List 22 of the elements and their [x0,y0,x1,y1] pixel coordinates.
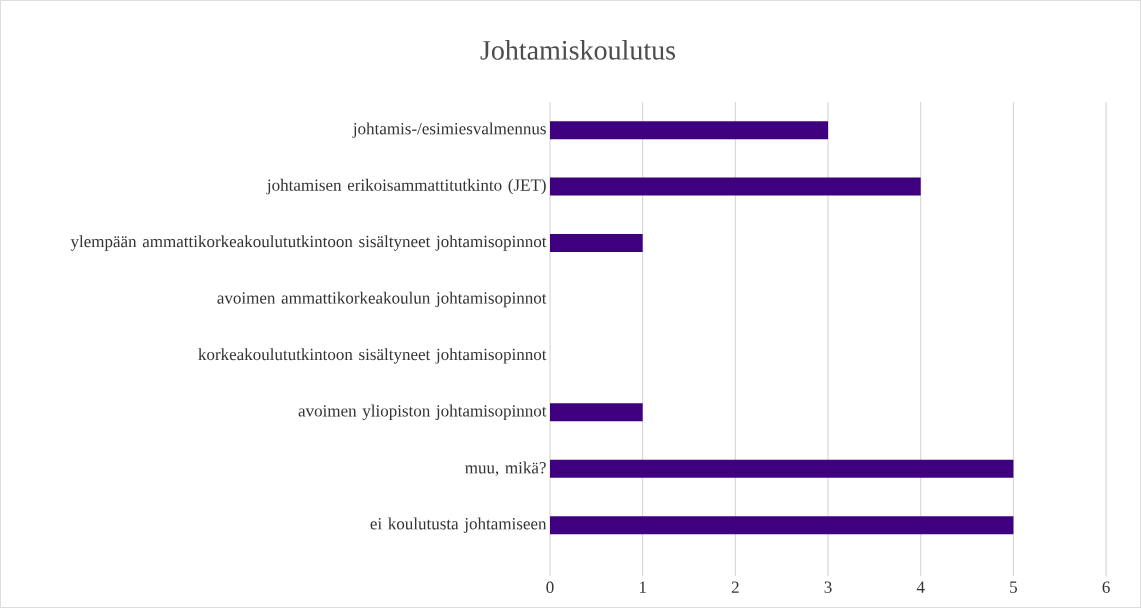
bar [549,516,1014,535]
bar [549,234,643,253]
y-tick-label: ei koulutusta johtamiseen [370,517,547,533]
bar [549,121,829,140]
x-tick-label: 0 [546,581,554,594]
chart-title: Johtamiskoulutus [480,40,676,60]
y-tick-label: avoimen ammattikorkeakoulun johtamisopinnot [217,291,547,308]
y-tick-label: korkeakoulututkintoon sisältyneet johtamisopinnot [198,348,547,364]
bar [549,459,1014,478]
y-tick-label: johtamis-/esimiesvalmennus [352,122,546,138]
x-tick-label: 3 [824,581,832,593]
x-tick-label: 6 [1102,581,1110,593]
y-tick-label: avoimen yliopiston johtamisopinnot [298,404,547,421]
x-tick-label: 4 [916,581,925,593]
y-tick-label: muu, mikä? [465,461,546,477]
y-tick-label: ylempään ammattikorkeakoulututkintoon sisältyneet johtamisopinnot [70,235,547,251]
x-tick-label: 1 [639,581,646,593]
x-tick-label: 2 [731,581,739,593]
bar [549,403,643,422]
bar [549,177,921,196]
y-tick-label: johtamisen erikoisammattitutkinto (JET) [266,178,546,195]
x-tick-label: 5 [1010,581,1017,593]
